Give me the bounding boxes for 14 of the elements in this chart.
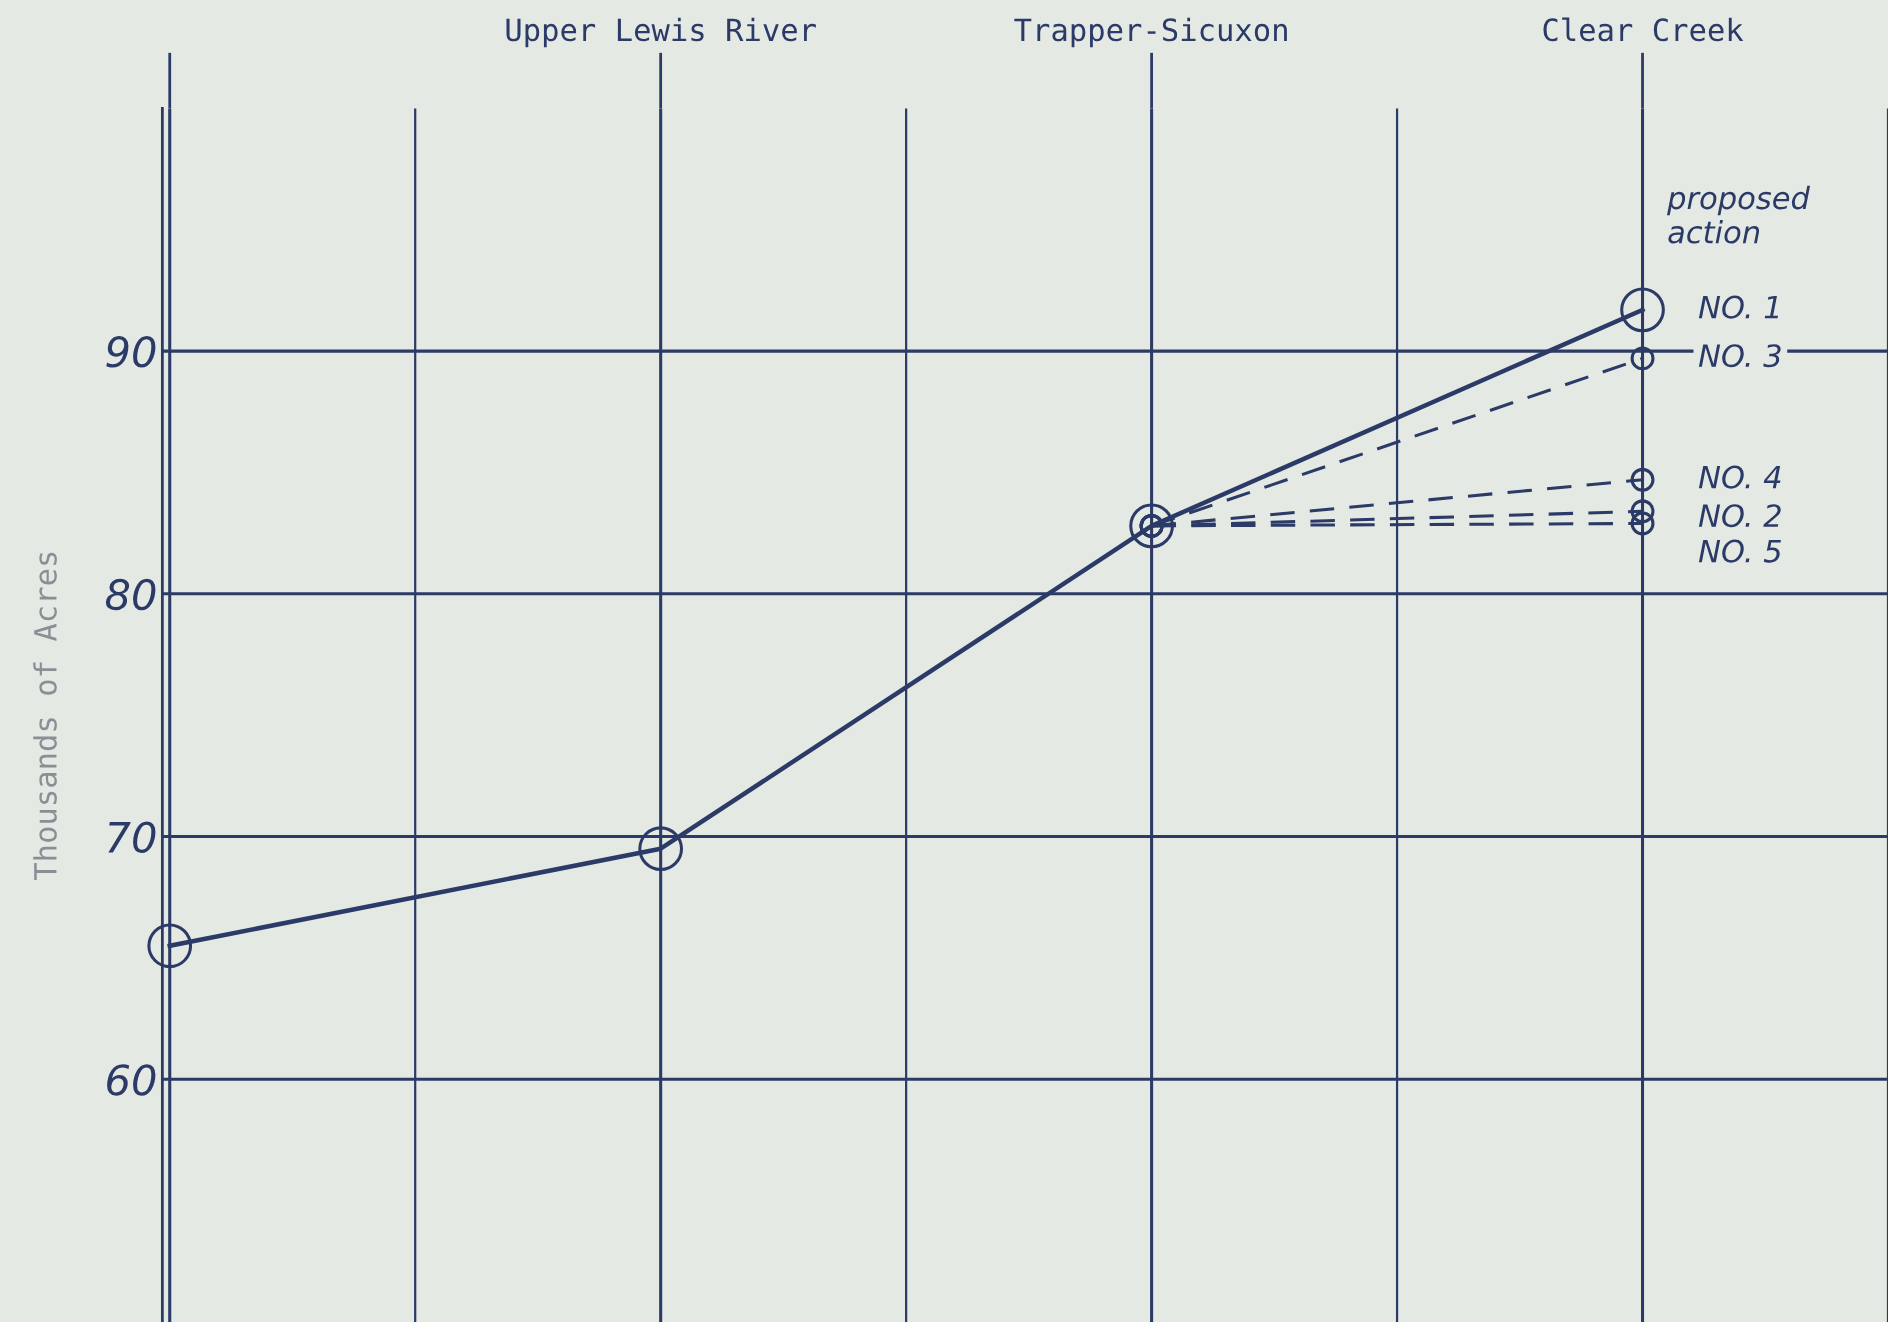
y-tick-label: 60: [107, 1064, 156, 1096]
series-label: NO. 2: [1698, 504, 1781, 528]
x-tick-label: Upper Lewis River: [506, 17, 816, 48]
x-tick-label: Clear Creek: [1543, 17, 1744, 42]
x-tick-label: Trapper-Sicuxon: [1014, 17, 1287, 48]
series-label: NO. 4: [1698, 465, 1781, 489]
series-label: NO. 1: [1698, 295, 1779, 319]
y-axis-title: Thousands of Acres: [33, 552, 57, 881]
y-tick-label: 90: [106, 336, 156, 368]
annotation: proposed action: [1666, 185, 1811, 244]
y-tick-label: 70: [108, 821, 156, 853]
series-label: NO. 5: [1698, 539, 1781, 563]
y-tick-label: 80: [105, 578, 156, 611]
series-label: NO. 3: [1698, 344, 1781, 368]
